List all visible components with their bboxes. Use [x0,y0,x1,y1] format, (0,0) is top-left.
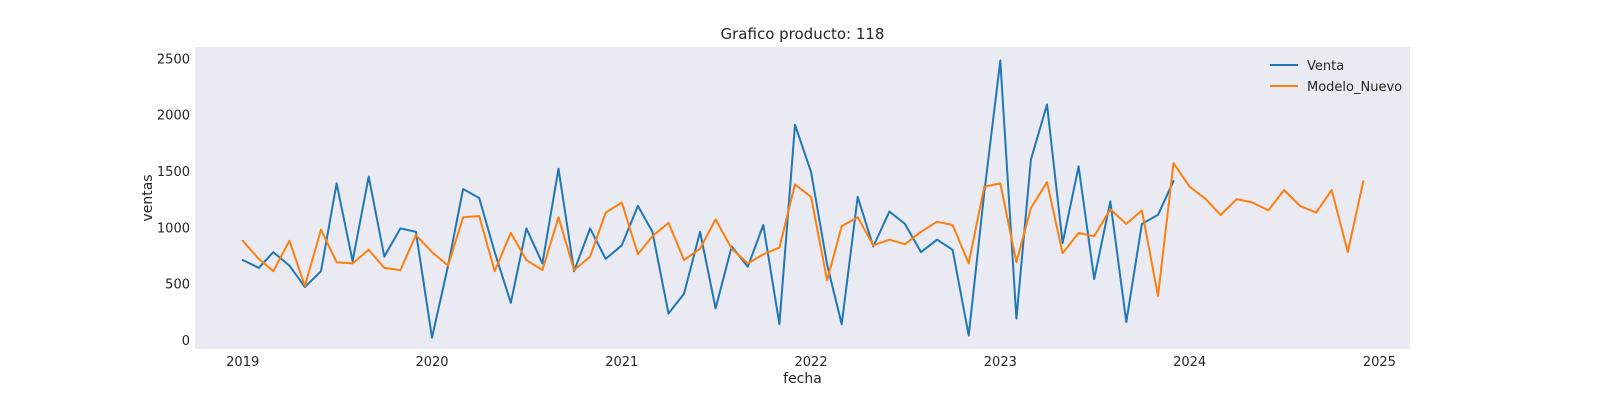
x-axis-ticks: 2019 2020 2021 2022 2023 2024 2025 [226,355,1396,370]
y-tick-label: 2500 [157,52,190,67]
y-tick-label: 1500 [157,165,190,180]
y-axis-ticks: 0 500 1000 1500 2000 2500 [157,52,190,349]
x-tick-label: 2024 [1173,355,1206,370]
y-tick-label: 1000 [157,221,190,236]
x-tick-label: 2022 [795,355,828,370]
legend-label: Venta [1307,59,1344,74]
series-lines [241,59,1365,339]
y-tick-label: 2000 [157,109,190,124]
y-tick-label: 500 [165,278,190,293]
series-line-venta [241,59,1175,339]
series-line-modelo-nuevo [241,162,1365,297]
legend: Venta Modelo_Nuevo [1270,59,1402,95]
x-tick-label: 2020 [415,355,448,370]
legend-label: Modelo_Nuevo [1307,80,1402,95]
plot-area [195,47,1410,349]
x-tick-label: 2021 [605,355,638,370]
x-tick-label: 2019 [226,355,259,370]
x-axis-label: fecha [783,371,822,387]
y-tick-label: 0 [182,334,190,349]
x-tick-label: 2023 [984,355,1017,370]
y-axis-label: ventas [140,174,156,221]
x-tick-label: 2025 [1363,355,1396,370]
chart-title: Grafico producto: 118 [721,25,885,43]
